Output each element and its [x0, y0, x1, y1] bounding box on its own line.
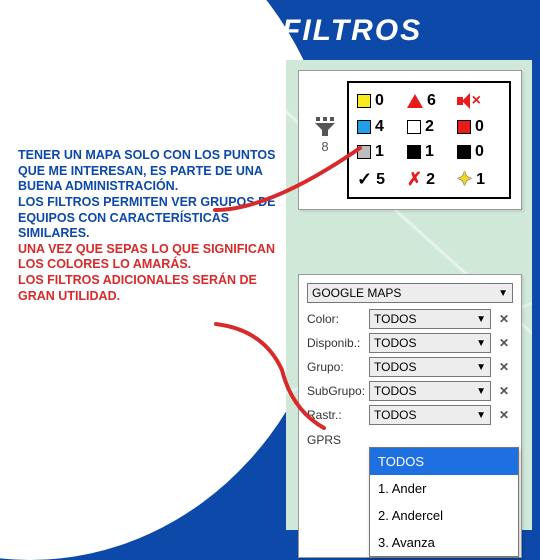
filter-rows: Color: TODOS ▼ ✕ Disponib.: TODOS ▼ ✕ Grupo: TODO…	[307, 309, 513, 425]
legend-count: 2	[425, 118, 434, 136]
legend-item: ✓5	[357, 166, 401, 193]
rastr-dropdown-open[interactable]: TODOS1. Ander2. Andercel3. Avanza	[369, 447, 519, 557]
legend-panel: 8 06×420110✓5✗2✦1	[298, 70, 522, 210]
filter-row: Grupo: TODOS ▼ ✕	[307, 357, 513, 377]
square-icon	[357, 94, 371, 108]
gprs-label: GPRS	[307, 429, 513, 449]
filter-select[interactable]: TODOS ▼	[369, 381, 491, 401]
x-icon: ✗	[407, 169, 422, 190]
clear-filter-button[interactable]: ✕	[495, 360, 513, 374]
dropdown-option[interactable]: 2. Andercel	[370, 502, 518, 529]
chevron-down-icon: ▼	[498, 288, 508, 299]
legend-count: 0	[475, 143, 484, 161]
filter-panel: GOOGLE MAPS ▼ Color: TODOS ▼ ✕ Disponib.: TOD…	[298, 274, 522, 558]
body-paragraph: TENER UN MAPA SOLO CON LOS PUNTOS QUE ME…	[18, 148, 284, 195]
legend-count: 5	[376, 171, 385, 189]
filter-row: SubGrupo: TODOS ▼ ✕	[307, 381, 513, 401]
filter-row: Disponib.: TODOS ▼ ✕	[307, 333, 513, 353]
clear-filter-button[interactable]: ✕	[495, 408, 513, 422]
legend-count: 1	[476, 171, 485, 189]
legend-count: 1	[375, 143, 384, 161]
legend-count: 0	[375, 92, 384, 110]
filter-label: Color:	[307, 312, 365, 326]
clear-filter-button[interactable]: ✕	[495, 384, 513, 398]
chevron-down-icon: ▼	[476, 410, 486, 421]
legend-item: 1	[357, 141, 401, 165]
legend-item: ×	[457, 89, 501, 113]
square-icon	[457, 120, 471, 134]
legend-item: 4	[357, 115, 401, 139]
dropdown-option[interactable]: 3. Avanza	[370, 529, 518, 556]
filter-select[interactable]: TODOS ▼	[369, 333, 491, 353]
square-icon	[457, 145, 471, 159]
legend-item: 0	[357, 89, 401, 113]
square-icon	[357, 120, 371, 134]
filter-label: Disponib.:	[307, 336, 365, 350]
legend-count: 4	[375, 118, 384, 136]
filter-value: TODOS	[374, 360, 416, 374]
legend-item: ✗2	[407, 166, 451, 193]
dropdown-option[interactable]: TODOS	[370, 448, 518, 475]
legend-item: 0	[457, 115, 501, 139]
chevron-down-icon: ▼	[476, 386, 486, 397]
legend-count: 2	[426, 171, 435, 189]
chevron-down-icon: ▼	[476, 314, 486, 325]
clear-filter-button[interactable]: ✕	[495, 336, 513, 350]
legend-item: 6	[407, 89, 451, 113]
description-text: TENER UN MAPA SOLO CON LOS PUNTOS QUE ME…	[18, 148, 284, 304]
filter-label: SubGrupo:	[307, 384, 365, 398]
chevron-down-icon: ▼	[476, 338, 486, 349]
legend-item: ✦1	[457, 166, 501, 193]
legend-count: 0	[475, 118, 484, 136]
legend-count: 1	[425, 143, 434, 161]
legend-item: 0	[457, 141, 501, 165]
filter-value: TODOS	[374, 336, 416, 350]
legend-count: 6	[427, 92, 436, 110]
clear-filter-button[interactable]: ✕	[495, 312, 513, 326]
body-paragraph: LOS FILTROS ADICIONALES SERÁN DE GRAN UT…	[18, 273, 284, 304]
body-paragraph: LOS FILTROS PERMITEN VER GRUPOS DE EQUIP…	[18, 195, 284, 242]
filter-row: Rastr.: TODOS ▼ ✕	[307, 405, 513, 425]
filter-select[interactable]: TODOS ▼	[369, 357, 491, 377]
page-title: FILTROS	[282, 14, 422, 48]
star-icon: ✦	[457, 169, 472, 190]
decorative-dot-grid	[182, 18, 278, 44]
filter-value: TODOS	[374, 384, 416, 398]
filter-row: Color: TODOS ▼ ✕	[307, 309, 513, 329]
triangle-icon	[407, 94, 423, 108]
filter-funnel-indicator[interactable]: 8	[311, 117, 339, 154]
square-icon	[357, 145, 371, 159]
body-paragraph: UNA VEZ QUE SEPAS LO QUE SIGNIFICAN LOS …	[18, 242, 284, 273]
dropdown-option[interactable]: 1. Ander	[370, 475, 518, 502]
funnel-count: 8	[321, 139, 328, 154]
map-source-select[interactable]: GOOGLE MAPS ▼	[307, 283, 513, 303]
square-icon	[407, 145, 421, 159]
legend-grid: 06×420110✓5✗2✦1	[347, 81, 511, 199]
legend-item: 1	[407, 141, 451, 165]
check-icon: ✓	[357, 169, 372, 190]
legend-item: 2	[407, 115, 451, 139]
filter-select[interactable]: TODOS ▼	[369, 405, 491, 425]
mute-icon: ×	[457, 93, 477, 109]
filter-select[interactable]: TODOS ▼	[369, 309, 491, 329]
filter-value: TODOS	[374, 408, 416, 422]
chevron-down-icon: ▼	[476, 362, 486, 373]
square-icon	[407, 120, 421, 134]
filter-label: Grupo:	[307, 360, 365, 374]
map-source-value: GOOGLE MAPS	[312, 286, 401, 300]
filter-label: Rastr.:	[307, 408, 365, 422]
filter-value: TODOS	[374, 312, 416, 326]
